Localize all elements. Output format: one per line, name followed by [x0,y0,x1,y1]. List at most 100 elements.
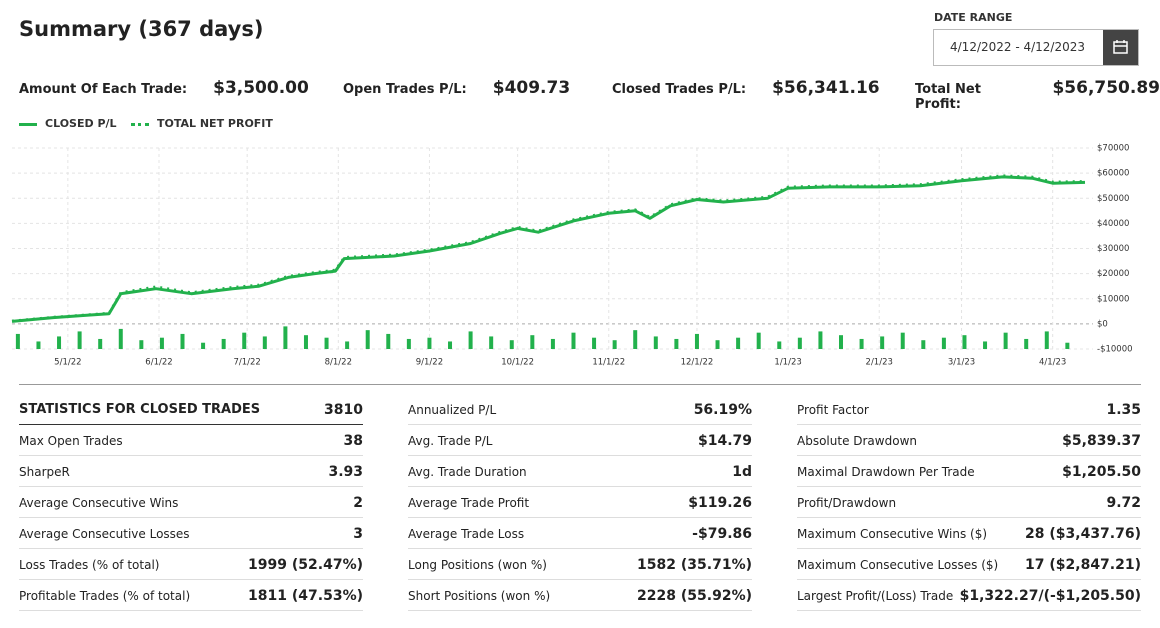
bar [180,333,185,349]
stats-label: Profitable Trades (% of total) [19,588,191,603]
stats-label: Maximum Consecutive Wins ($) [797,526,988,541]
summary-value: $409.73 [492,78,571,98]
stats-value: 2 [353,494,363,511]
summary-item: Amount Of Each Trade: $3,500.00 [19,78,309,98]
bar [612,340,617,349]
bar [489,336,494,349]
y-tick-label: $70000 [1097,144,1129,154]
bar [715,340,720,349]
stats-row: Loss Trades (% of total) 1999 (52.47%) [19,550,363,580]
x-tick-label: 10/1/22 [501,358,534,368]
bar [880,336,885,349]
bar [900,332,905,349]
stats-row: Average Consecutive Wins 2 [19,488,363,518]
stats-title: STATISTICS FOR CLOSED TRADES [19,402,261,417]
stats-header: STATISTICS FOR CLOSED TRADES 3810 [19,395,363,425]
bar [1024,338,1029,349]
stats-label: Annualized P/L [408,402,497,417]
bar [427,337,432,349]
y-tick-label: $20000 [1097,269,1129,279]
stats-row: SharpeR 3.93 [19,457,363,487]
summary-value: $56,341.16 [772,78,880,98]
y-tick-label: -$10000 [1097,345,1133,355]
stats-label: Avg. Trade Duration [408,464,527,479]
bar [448,341,453,349]
bar [571,332,576,349]
bar [1003,332,1008,349]
bar [797,337,802,349]
stats-row: Annualized P/L 56.19% [408,395,752,425]
y-tick-label: $10000 [1097,294,1129,304]
stats-row: Long Positions (won %) 1582 (35.71%) [408,550,752,580]
stats-value: 3 [353,525,363,542]
stats-label: Average Consecutive Wins [19,495,179,510]
bar [1044,331,1049,349]
bar [550,338,555,349]
x-tick-label: 2/1/23 [866,358,893,368]
bar [839,335,844,349]
stats-label: Average Consecutive Losses [19,526,190,541]
x-tick-label: 4/1/23 [1039,358,1066,368]
bar [941,337,946,349]
stats-label: Average Trade Profit [408,495,530,510]
stats-row: Short Positions (won %) 2228 (55.92%) [408,581,752,611]
stats-value: 17 ($2,847.21) [1025,556,1141,573]
stats-label: Profit/Drawdown [797,495,897,510]
stats-count: 3810 [324,401,363,418]
stats-value: $5,839.37 [1062,432,1141,449]
legend-swatch [131,122,149,126]
calendar-button[interactable] [1103,30,1138,65]
stats-row: Maximum Consecutive Losses ($) 17 ($2,847… [797,550,1141,580]
summary-item: Closed Trades P/L: $56,341.16 [612,78,880,98]
stats-row: Profit/Drawdown 9.72 [797,488,1141,518]
y-tick-label: $60000 [1097,169,1129,179]
stats-value: -$79.86 [692,525,752,542]
bar [694,333,699,349]
x-tick-label: 7/1/22 [233,358,260,368]
bar [324,337,329,349]
bar [221,338,226,349]
stats-label: Maximum Consecutive Losses ($) [797,557,999,572]
legend-label: TOTAL NET PROFIT [157,117,273,130]
stats-row: Average Consecutive Losses 3 [19,519,363,549]
stats-value: $119.26 [688,494,752,511]
summary-label: Total Net Profit: [915,82,981,112]
bar [674,338,679,349]
stats-value: $14.79 [697,432,752,449]
stats-value: 3.93 [328,463,363,480]
bar [283,326,288,349]
bar [633,330,638,349]
bar [756,332,761,349]
stats-value: 1811 (47.53%) [248,587,363,604]
x-tick-label: 6/1/22 [145,358,172,368]
y-tick-label: $30000 [1097,244,1129,254]
legend-item: CLOSED P/L [19,117,117,130]
statistics: STATISTICS FOR CLOSED TRADES 3810 Max Open… [19,384,1141,611]
stats-row: Avg. Trade Duration 1d [408,457,752,487]
stats-value: 1999 (52.47%) [248,556,363,573]
x-tick-label: 9/1/22 [416,358,443,368]
bar [530,335,535,349]
stats-row: Average Trade Loss -$79.86 [408,519,752,549]
date-range-picker[interactable]: 4/12/2022 - 4/12/2023 [933,29,1139,66]
bar [118,328,123,349]
bar [736,337,741,349]
bar [98,338,103,349]
stats-value: 1d [732,463,752,480]
stats-value: 9.72 [1106,494,1141,511]
date-range-label: DATE RANGE [934,11,1013,24]
stats-label: Avg. Trade P/L [408,433,493,448]
bar [159,337,164,349]
bar [1065,342,1070,349]
bar [921,340,926,349]
stats-label: Maximal Drawdown Per Trade [797,464,975,479]
stats-row: Max Open Trades 38 [19,426,363,456]
x-tick-label: 11/1/22 [592,358,625,368]
bar [303,335,308,349]
stats-row: Profitable Trades (% of total) 1811 (47.5… [19,581,363,611]
stats-value: 2228 (55.92%) [637,587,752,604]
page-title: Summary (367 days) [19,17,264,41]
summary-value: $56,750.89 [1052,78,1160,98]
bar [653,336,658,349]
